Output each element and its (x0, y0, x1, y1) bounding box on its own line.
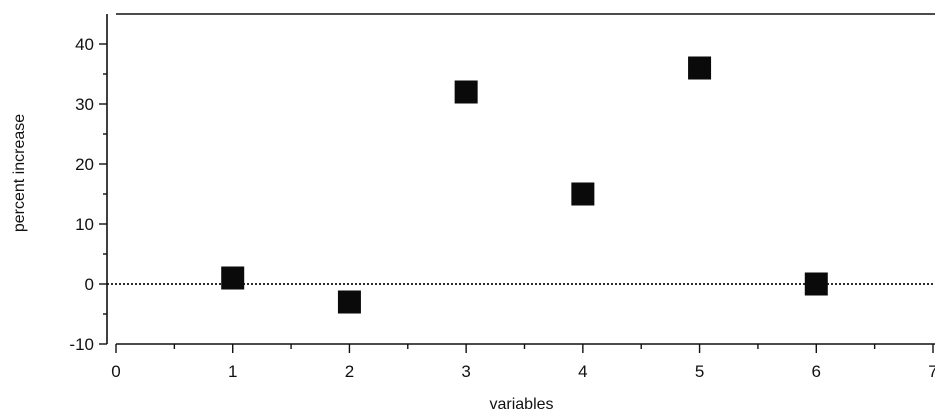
y-tick-label: 20 (75, 155, 94, 174)
data-points (221, 56, 828, 314)
x-tick-label: 4 (578, 362, 587, 381)
data-point-5 (688, 56, 712, 80)
data-point-2 (337, 290, 361, 314)
x-tick-label: 3 (461, 362, 470, 381)
plot-frame (106, 13, 935, 345)
x-axis-title: variables (489, 396, 553, 413)
y-tick-label: 40 (75, 35, 94, 54)
x-tick-label: 5 (695, 362, 704, 381)
y-tick-label: 30 (75, 95, 94, 114)
x-tick-label: 0 (111, 362, 120, 381)
data-point-1 (221, 266, 245, 290)
x-tick-label: 7 (928, 362, 935, 381)
x-axis-ticks: 0 1 2 3 4 5 6 7 (111, 344, 935, 381)
y-tick-label: -10 (69, 335, 94, 354)
x-tick-label: 2 (345, 362, 354, 381)
y-axis-ticks: -10 0 10 20 30 40 (69, 35, 107, 354)
y-axis-title: percent increase (11, 114, 28, 232)
data-point-3 (454, 80, 478, 104)
data-point-6 (804, 272, 828, 296)
x-tick-label: 1 (228, 362, 237, 381)
data-point-4 (571, 182, 595, 206)
x-tick-label: 6 (812, 362, 821, 381)
y-tick-label: 0 (85, 275, 94, 294)
y-tick-label: 10 (75, 215, 94, 234)
